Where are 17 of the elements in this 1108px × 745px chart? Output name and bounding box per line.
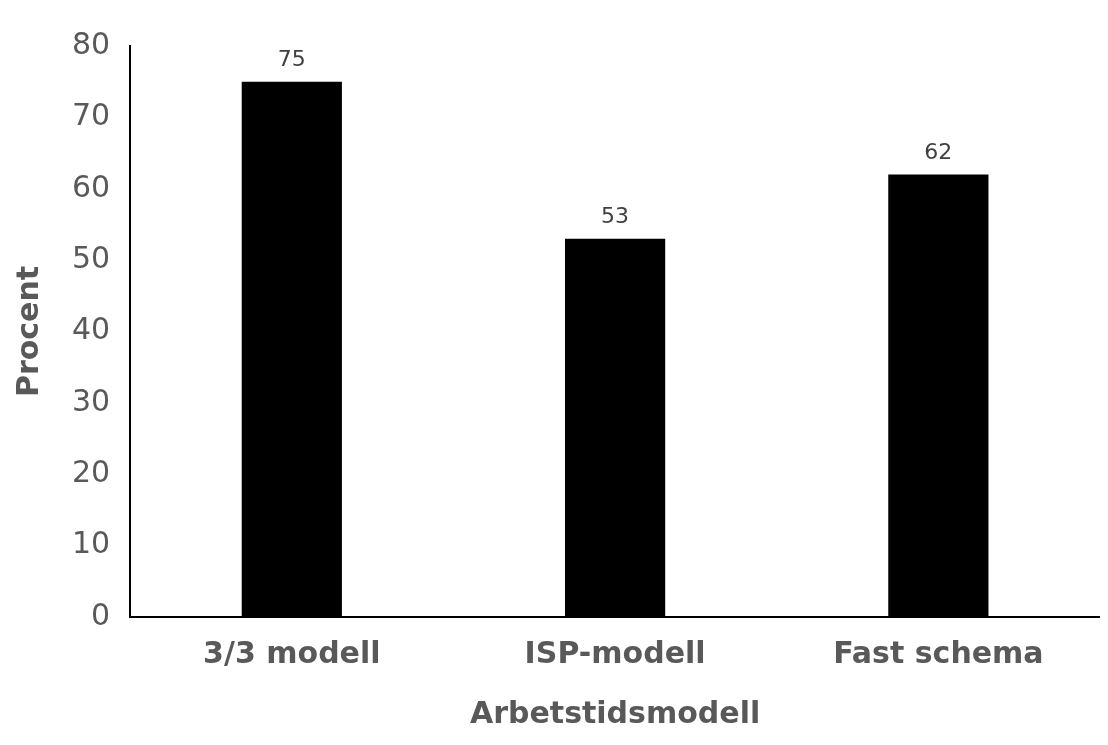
y-tick-label: 60	[71, 168, 111, 204]
data-label: 62	[924, 139, 953, 165]
x-tick-label: Fast schema	[833, 634, 1044, 670]
x-tick-label: ISP-modell	[524, 634, 706, 670]
x-tick-label: 3/3 modell	[203, 634, 381, 670]
x-axis-title: Arbetstidsmodell	[469, 694, 761, 730]
y-tick-label: 20	[71, 454, 111, 490]
y-axis-title: Procent	[9, 265, 45, 398]
y-tick-label: 10	[71, 525, 111, 561]
y-tick-label: 50	[71, 239, 111, 275]
data-label: 75	[277, 46, 306, 72]
y-tick-label: 30	[71, 382, 111, 418]
y-tick-label: 40	[71, 311, 111, 347]
data-label: 53	[601, 203, 630, 229]
y-tick-label: 70	[71, 97, 111, 133]
y-tick-label: 0	[91, 596, 111, 632]
y-tick-label: 80	[71, 25, 111, 61]
